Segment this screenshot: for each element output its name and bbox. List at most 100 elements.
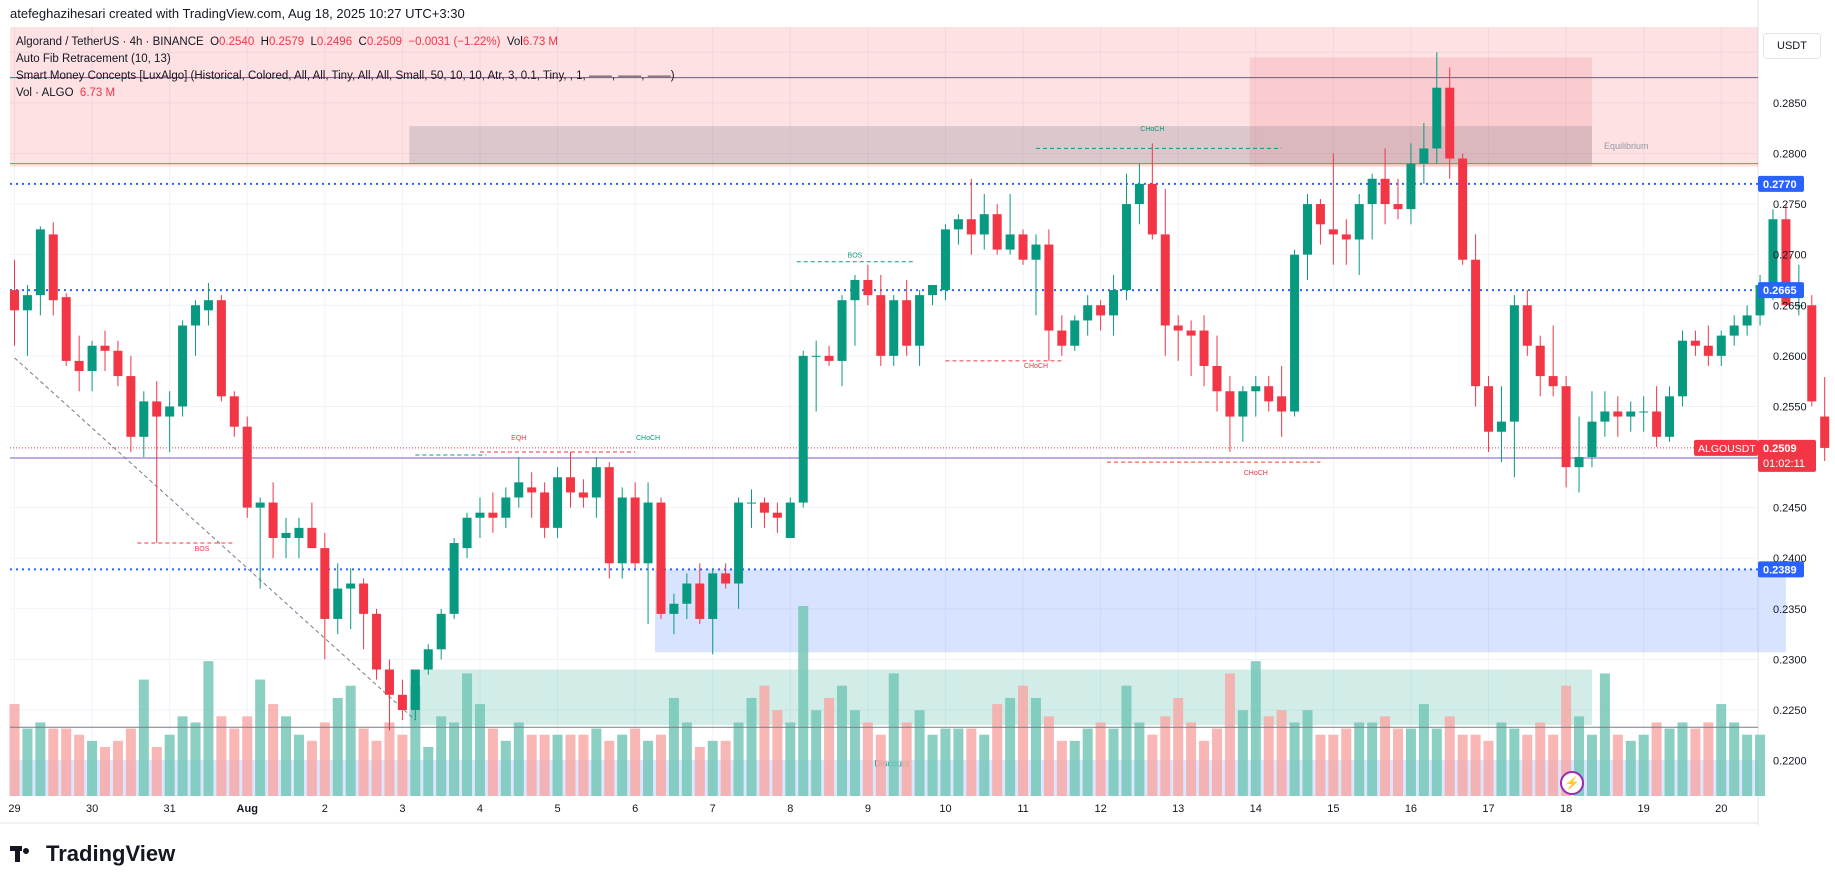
time-tick-label: 11 (1017, 803, 1028, 815)
candle-body (656, 502, 666, 614)
volume-bar (1005, 697, 1016, 796)
candle-body (1703, 345, 1713, 356)
time-tick-label: 17 (1482, 803, 1494, 815)
volume-bar (1574, 716, 1585, 796)
change-value: −0.0031 (−1.22%) (408, 36, 501, 48)
high-label: H (260, 36, 269, 48)
price-label-box (1758, 175, 1804, 192)
candle-body (630, 497, 640, 564)
volume-bar (500, 740, 511, 796)
price-tick-label: 0.2300 (1773, 654, 1807, 666)
candle-body (1535, 345, 1545, 377)
volume-bar (1586, 734, 1597, 796)
candle-body (48, 234, 58, 301)
candle-body (1561, 386, 1571, 468)
time-tick-label: 31 (164, 803, 176, 815)
candle-body (1458, 158, 1468, 260)
time-tick-label: 9 (865, 803, 871, 815)
time-tick-label: Aug (237, 803, 258, 815)
volume-bar (125, 728, 136, 796)
candle-body (1044, 244, 1054, 331)
volume-bar (74, 734, 85, 796)
time-tick-label: 20 (1715, 803, 1727, 815)
volume-bar (940, 728, 951, 796)
volume-bar (1651, 722, 1662, 796)
candle-body (191, 305, 201, 326)
volume-bar (785, 722, 796, 796)
candle-body (268, 502, 278, 538)
candle-body (1199, 330, 1209, 366)
candle-body (514, 482, 524, 498)
smc-indicator-label[interactable]: Smart Money Concepts [LuxAlgo] (Historic… (16, 70, 675, 82)
candle-body (1406, 163, 1416, 210)
candle-body (669, 603, 679, 614)
candle-body (1238, 391, 1248, 417)
candle-body (501, 497, 511, 518)
volume-bar (1522, 734, 1533, 796)
plot-area[interactable] (10, 27, 1758, 796)
volume-bar (1108, 728, 1119, 796)
candle-body (216, 300, 226, 397)
volume-bar (345, 685, 356, 796)
candle-body (966, 219, 976, 235)
zone-demand (655, 569, 1786, 653)
volume-bar (281, 716, 292, 796)
candle-body (1716, 335, 1726, 356)
candle-body (953, 219, 963, 230)
countdown: 01:02:11 (1763, 458, 1805, 470)
lightning-icon[interactable]: ⚡ (1560, 771, 1584, 795)
symbol-title[interactable]: Algorand / TetherUS · 4h · BINANCE (16, 36, 204, 48)
candle-body (811, 355, 821, 357)
candle-body (591, 467, 601, 498)
candle-body (359, 583, 369, 614)
candle-body (876, 295, 886, 356)
volume-bar (1612, 734, 1623, 796)
volume-bar (1380, 716, 1391, 796)
candle-body (682, 583, 692, 604)
candle-body (1070, 320, 1080, 346)
volume-bar (1431, 728, 1442, 796)
candle-body (1277, 396, 1287, 412)
candle-body (1147, 183, 1157, 235)
volume-bar (319, 722, 330, 796)
volume-bar (48, 728, 59, 796)
time-tick-label: 13 (1172, 803, 1184, 815)
candle-body (824, 355, 834, 361)
candle-body (643, 502, 653, 564)
volume-bar (1224, 673, 1235, 796)
candle-body (1393, 204, 1403, 210)
vol-indicator-row[interactable]: Vol · ALGO 6.73 M (16, 85, 675, 102)
volume-bar (1302, 710, 1313, 796)
zone-label-equilibrium: Equilibrium (1604, 141, 1649, 151)
candle-body (436, 613, 446, 650)
volume-bar (1483, 740, 1494, 796)
candle-body (1626, 411, 1636, 417)
time-tick-label: 5 (554, 803, 560, 815)
zone-equilibrium (409, 126, 1592, 164)
currency-selector[interactable]: USDT (1763, 33, 1821, 59)
fib-indicator-label[interactable]: Auto Fib Retracement (10, 13) (16, 53, 171, 65)
vol-label: Vol (506, 36, 523, 48)
brand-name: TradingView (46, 841, 176, 866)
vol-indicator-value: 6.73 M (79, 87, 116, 99)
chart-header: atefeghazihesari created with TradingVie… (10, 6, 465, 21)
candle-body (1639, 411, 1649, 413)
close-value: 0.2509 (366, 36, 402, 48)
candle-body (1652, 411, 1662, 437)
candle-body (10, 290, 19, 311)
volume-bar (656, 734, 666, 796)
volume-bar (449, 722, 460, 796)
volume-bar (979, 734, 990, 796)
candle-body (113, 350, 123, 377)
volume-bar (1418, 704, 1429, 796)
candle-body (734, 502, 744, 584)
candle-body (1354, 204, 1364, 240)
candle-body (915, 295, 925, 346)
volume-bar (1535, 722, 1546, 796)
candle-body (1768, 219, 1778, 286)
candle-body (488, 512, 498, 518)
volume-bar (22, 728, 33, 796)
low-label: L (310, 36, 317, 48)
price-label: 0.2389 (1763, 564, 1797, 576)
